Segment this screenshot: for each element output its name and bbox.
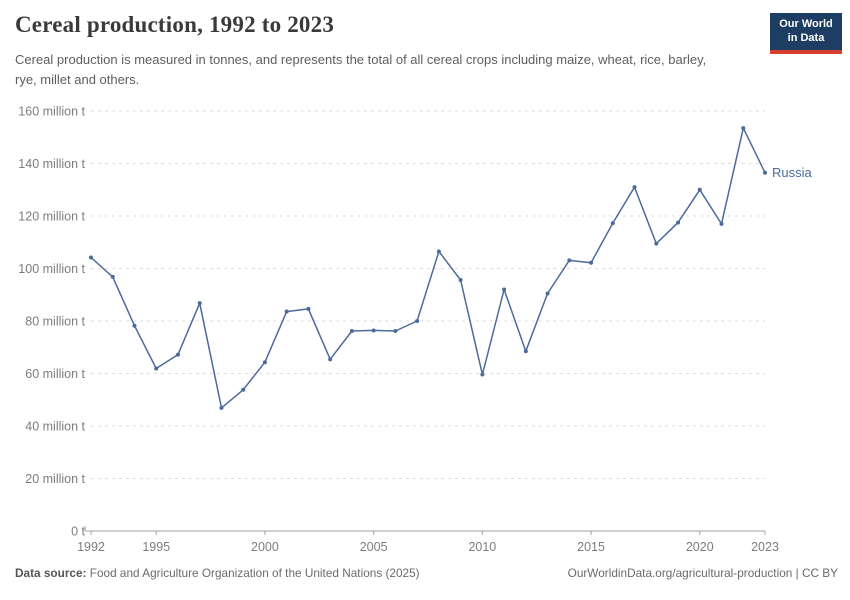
data-point[interactable] [328,357,333,362]
data-point[interactable] [610,221,615,226]
data-source: Data source: Food and Agriculture Organi… [15,566,420,580]
data-point[interactable] [589,260,594,265]
data-point[interactable] [371,328,376,333]
data-point[interactable] [697,187,702,192]
data-source-text: Food and Agriculture Organization of the… [86,566,420,580]
y-tick-label: 120 million t [18,209,85,223]
x-tick-label: 1995 [142,540,170,554]
data-point[interactable] [480,372,485,377]
y-tick-label: 40 million t [25,419,85,433]
owid-logo[interactable]: Our World in Data [770,13,842,54]
line-chart[interactable]: 0 t 20 million t 40 million t 60 million t 8… [0,95,850,560]
data-point[interactable] [502,287,507,292]
data-point[interactable] [349,328,354,333]
y-tick-label: 100 million t [18,262,85,276]
chart-subtitle: Cereal production is measured in tonnes,… [15,52,707,88]
data-point[interactable] [523,349,528,354]
owid-logo-line2: in Data [787,31,825,44]
y-tick-label: 20 million t [25,472,85,486]
data-point[interactable] [654,241,659,246]
data-point[interactable] [763,170,767,175]
data-point[interactable] [306,306,311,311]
data-point[interactable] [262,360,267,365]
data-point[interactable] [110,274,115,279]
data-point[interactable] [241,387,246,392]
data-point[interactable] [393,328,398,333]
x-tick-label: 1992 [77,540,105,554]
y-tick-label: 140 million t [18,157,85,171]
y-tick-label: 0 t [71,524,85,538]
chart-footer: Data source: Food and Agriculture Organi… [15,566,838,580]
data-point[interactable] [132,323,137,328]
data-source-label: Data source: [15,566,87,580]
x-tick-label: 2023 [751,540,779,554]
data-point[interactable] [741,126,746,131]
data-point[interactable] [545,291,550,296]
data-point[interactable] [197,301,202,306]
data-point[interactable] [567,258,572,263]
y-tick-label: 160 million t [18,104,85,118]
x-tick-label: 2000 [251,540,279,554]
data-point[interactable] [676,220,681,225]
y-tick-label: 60 million t [25,367,85,381]
data-point[interactable] [458,278,463,283]
data-point[interactable] [219,405,224,410]
data-point[interactable] [284,309,289,314]
data-point[interactable] [632,185,637,190]
data-point[interactable] [436,249,441,254]
data-point[interactable] [175,352,180,357]
data-point[interactable] [89,255,93,260]
data-line-russia [90,127,766,409]
page-title: Cereal production, 1992 to 2023 [15,12,335,37]
data-point[interactable] [154,366,159,371]
x-tick-label: 2005 [360,540,388,554]
x-tick-label: 2010 [468,540,496,554]
footer-citation-link[interactable]: OurWorldinData.org/agricultural-producti… [567,566,838,580]
y-tick-label: 80 million t [25,314,85,328]
x-tick-label: 2015 [577,540,605,554]
x-tick-label: 2020 [686,540,714,554]
data-point[interactable] [415,319,420,323]
series-label-russia: Russia [772,165,813,180]
owid-logo-line1: Our World [779,18,833,30]
data-point[interactable] [719,221,724,226]
